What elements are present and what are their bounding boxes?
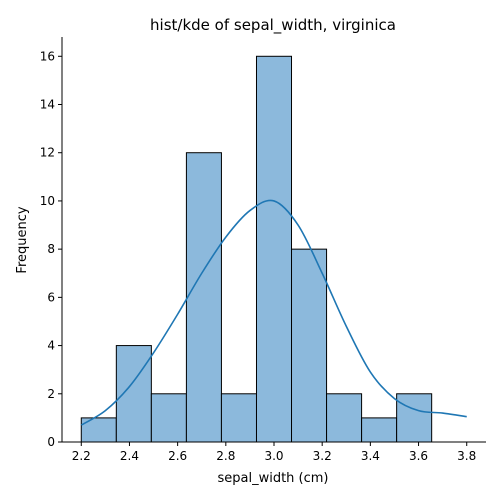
y-ticks: 0 2 4 6 8 10 12 14 16: [40, 49, 62, 449]
y-tick-label: 14: [40, 98, 55, 112]
histogram-bar-3: [185, 152, 222, 443]
histogram-bar-1: [115, 345, 152, 443]
y-tick-label: 16: [40, 49, 55, 63]
y-tick-label: 0: [47, 435, 55, 449]
bars-layer: [80, 55, 433, 443]
y-tick-label: 12: [40, 146, 55, 160]
histogram-bar-6: [291, 248, 328, 443]
x-tick-label: 3.0: [264, 449, 283, 463]
y-tick-label: 4: [47, 339, 55, 353]
x-axis-label: sepal_width (cm): [217, 471, 328, 486]
x-tick-label: 2.6: [168, 449, 187, 463]
histogram-bar-5: [255, 55, 293, 443]
x-tick-label: 3.2: [313, 449, 332, 463]
x-tick-label: 3.8: [457, 449, 476, 463]
chart-title: hist/kde of sepal_width, virginica: [150, 16, 396, 35]
x-tick-label: 3.6: [409, 449, 428, 463]
x-tick-label: 2.2: [72, 449, 91, 463]
x-tick-label: 2.8: [216, 449, 235, 463]
y-tick-label: 8: [47, 242, 55, 256]
x-ticks: 2.2 2.4 2.6 2.8 3.0 3.2 3.4 3.6 3.8: [72, 442, 476, 463]
kde-line: [80, 199, 467, 426]
y-tick-label: 6: [47, 290, 55, 304]
histogram-bar-7: [326, 393, 363, 443]
y-tick-label: 2: [47, 387, 55, 401]
x-tick-label: 3.4: [361, 449, 380, 463]
y-tick-label: 10: [40, 194, 55, 208]
histogram-bar-8: [361, 417, 398, 443]
kde-layer: [80, 199, 467, 426]
histogram-bar-4: [220, 393, 257, 443]
y-axis-label: Frequency: [15, 206, 30, 273]
x-tick-label: 2.4: [120, 449, 139, 463]
histogram-bar-2: [150, 393, 187, 443]
histogram-bar-9: [396, 393, 433, 443]
